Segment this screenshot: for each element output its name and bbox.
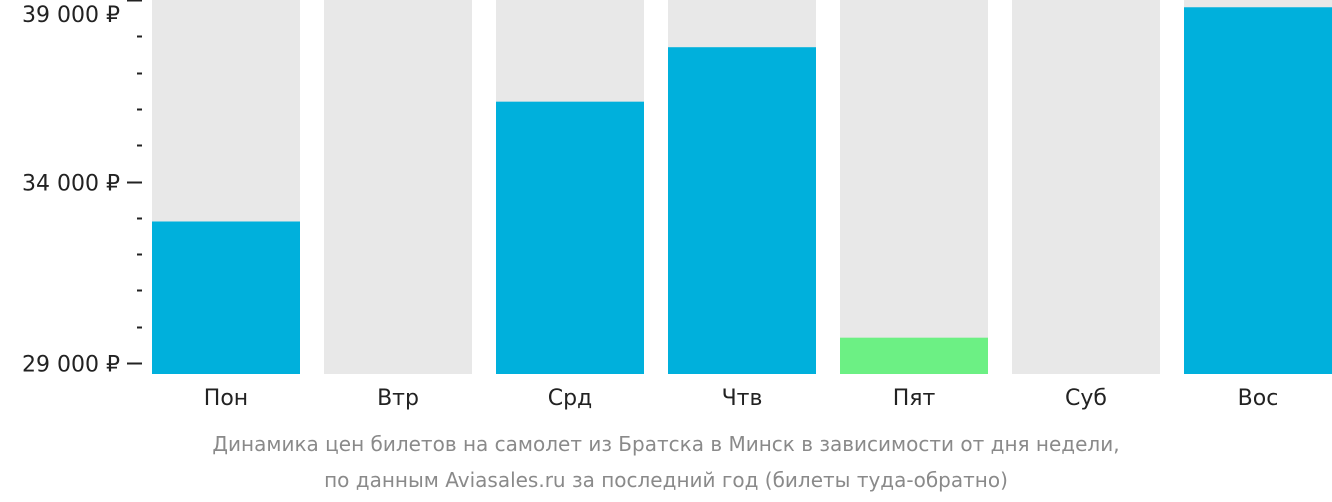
x-tick-label: Вос [1238, 386, 1279, 411]
x-tick-label: Пят [893, 386, 936, 411]
y-tick-label: 39 000 ₽ [22, 3, 120, 28]
x-axis: Пон Втр Срд Чтв Пят Суб Вос [204, 386, 1279, 411]
y-tick-label: 29 000 ₽ [22, 353, 120, 378]
x-tick-label: Суб [1065, 386, 1107, 411]
bar [152, 221, 300, 374]
y-tick-label: 34 000 ₽ [22, 172, 120, 197]
x-tick-label: Срд [548, 386, 593, 411]
chart-caption-line-1: Динамика цен билетов на самолет из Братс… [212, 432, 1120, 456]
bar [496, 101, 644, 374]
x-tick-label: Чтв [722, 386, 763, 411]
bar [1184, 7, 1332, 374]
bars [152, 7, 1332, 374]
bar-track [324, 0, 472, 374]
y-axis: 39 000 ₽ 34 000 ₽ 29 000 ₽ [22, 0, 142, 378]
bar-track [1012, 0, 1160, 374]
bar-track [840, 0, 988, 374]
x-tick-label: Втр [377, 386, 419, 411]
chart-caption-line-2: по данным Aviasales.ru за последний год … [324, 468, 1008, 492]
bar [840, 337, 988, 374]
x-tick-label: Пон [204, 386, 248, 411]
bar [668, 47, 816, 374]
